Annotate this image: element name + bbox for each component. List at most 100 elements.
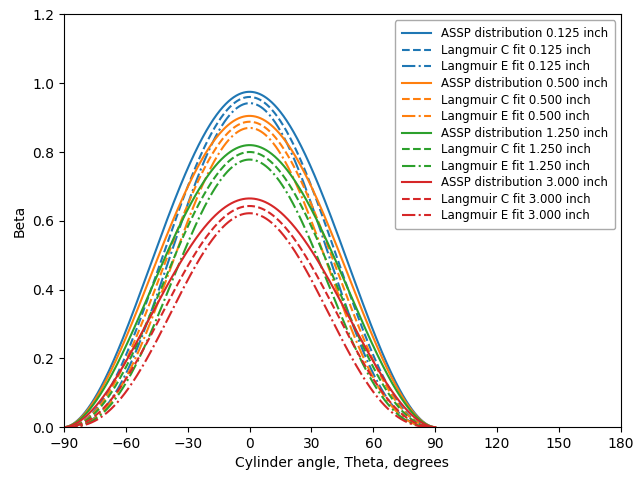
ASSP distribution 0.125 inch [246, 89, 253, 95]
ASSP distribution 1.250 inch [353, 306, 360, 312]
ASSP distribution 0.500 inch [431, 424, 439, 430]
Langmuir E fit 0.500 inch [231, 131, 239, 137]
Langmuir C fit 1.250 inch [241, 150, 248, 156]
Langmuir C fit 0.125 inch [246, 94, 253, 100]
ASSP distribution 0.500 inch [241, 114, 248, 120]
Langmuir E fit 0.125 inch [353, 332, 360, 337]
Line: ASSP distribution 3.000 inch: ASSP distribution 3.000 inch [64, 198, 435, 427]
Langmuir C fit 0.125 inch [231, 100, 239, 106]
Langmuir C fit 3.000 inch [431, 424, 439, 430]
Langmuir E fit 1.250 inch [431, 424, 439, 430]
Langmuir C fit 0.125 inch [60, 424, 68, 430]
Langmuir C fit 0.500 inch [420, 423, 428, 429]
ASSP distribution 1.250 inch [431, 424, 439, 430]
Langmuir C fit 1.250 inch [420, 423, 428, 429]
ASSP distribution 0.125 inch [231, 94, 239, 99]
Langmuir E fit 0.500 inch [246, 125, 253, 131]
Langmuir E fit 0.125 inch [246, 100, 253, 106]
Line: Langmuir E fit 3.000 inch: Langmuir E fit 3.000 inch [64, 213, 435, 427]
ASSP distribution 3.000 inch [231, 199, 239, 204]
Langmuir C fit 1.250 inch [353, 329, 360, 335]
ASSP distribution 0.125 inch [420, 420, 428, 426]
ASSP distribution 0.125 inch [241, 89, 248, 95]
Langmuir E fit 3.000 inch [231, 215, 239, 220]
Langmuir E fit 1.250 inch [246, 156, 253, 162]
ASSP distribution 1.250 inch [79, 414, 87, 420]
Langmuir C fit 3.000 inch [241, 204, 248, 209]
Langmuir C fit 3.000 inch [246, 203, 253, 209]
ASSP distribution 1.250 inch [241, 143, 248, 148]
Langmuir E fit 0.125 inch [231, 107, 239, 113]
Langmuir E fit 1.250 inch [353, 348, 360, 353]
ASSP distribution 0.125 inch [353, 283, 360, 289]
Langmuir E fit 3.000 inch [420, 424, 428, 430]
Langmuir E fit 0.125 inch [60, 424, 68, 430]
ASSP distribution 3.000 inch [353, 328, 360, 334]
Langmuir C fit 0.500 inch [60, 424, 68, 430]
Langmuir E fit 0.125 inch [420, 424, 428, 430]
Langmuir C fit 0.500 inch [353, 318, 360, 324]
Langmuir E fit 3.000 inch [353, 363, 360, 369]
Langmuir E fit 0.500 inch [353, 339, 360, 345]
ASSP distribution 0.500 inch [231, 118, 239, 123]
Langmuir E fit 1.250 inch [420, 424, 428, 430]
ASSP distribution 3.000 inch [79, 416, 87, 421]
Langmuir C fit 1.250 inch [431, 424, 439, 430]
ASSP distribution 0.500 inch [420, 420, 428, 426]
Langmuir C fit 3.000 inch [353, 348, 360, 353]
Langmuir E fit 0.500 inch [241, 126, 248, 132]
Legend: ASSP distribution 0.125 inch, Langmuir C fit 0.125 inch, Langmuir E fit 0.125 in: ASSP distribution 0.125 inch, Langmuir C… [395, 20, 615, 229]
Langmuir C fit 0.125 inch [431, 424, 439, 430]
Y-axis label: Beta: Beta [13, 204, 27, 237]
ASSP distribution 3.000 inch [420, 421, 428, 427]
Langmuir E fit 1.250 inch [241, 157, 248, 163]
ASSP distribution 0.125 inch [431, 424, 439, 430]
Line: Langmuir C fit 1.250 inch: Langmuir C fit 1.250 inch [64, 152, 435, 427]
Line: ASSP distribution 0.125 inch: ASSP distribution 0.125 inch [64, 92, 435, 427]
Langmuir C fit 0.125 inch [420, 422, 428, 428]
ASSP distribution 3.000 inch [246, 195, 253, 201]
Langmuir C fit 1.250 inch [79, 420, 87, 425]
Langmuir E fit 3.000 inch [241, 211, 248, 216]
Langmuir E fit 3.000 inch [431, 424, 439, 430]
Langmuir E fit 0.500 inch [420, 424, 428, 430]
Langmuir C fit 1.250 inch [231, 154, 239, 160]
Langmuir E fit 3.000 inch [246, 210, 253, 216]
Langmuir E fit 1.250 inch [420, 424, 428, 430]
Langmuir E fit 3.000 inch [420, 424, 428, 430]
Langmuir C fit 0.500 inch [241, 120, 248, 125]
Langmuir C fit 0.500 inch [231, 124, 239, 130]
Langmuir C fit 0.500 inch [79, 419, 87, 425]
Langmuir C fit 0.500 inch [420, 423, 428, 429]
Langmuir E fit 3.000 inch [60, 424, 68, 430]
Langmuir C fit 3.000 inch [231, 207, 239, 213]
Langmuir E fit 0.500 inch [420, 424, 428, 430]
Line: Langmuir C fit 0.125 inch: Langmuir C fit 0.125 inch [64, 97, 435, 427]
X-axis label: Cylinder angle, Theta, degrees: Cylinder angle, Theta, degrees [236, 456, 449, 470]
Langmuir E fit 0.125 inch [79, 421, 87, 427]
ASSP distribution 0.500 inch [420, 420, 428, 426]
ASSP distribution 0.500 inch [353, 293, 360, 299]
ASSP distribution 0.125 inch [60, 424, 68, 430]
Langmuir E fit 0.125 inch [431, 424, 439, 430]
ASSP distribution 1.250 inch [60, 424, 68, 430]
Langmuir E fit 0.500 inch [79, 422, 87, 428]
Langmuir C fit 0.125 inch [241, 95, 248, 100]
ASSP distribution 3.000 inch [60, 424, 68, 430]
ASSP distribution 1.250 inch [246, 142, 253, 148]
Line: Langmuir C fit 0.500 inch: Langmuir C fit 0.500 inch [64, 122, 435, 427]
Langmuir C fit 3.000 inch [420, 423, 428, 429]
Langmuir C fit 1.250 inch [246, 149, 253, 155]
ASSP distribution 3.000 inch [241, 196, 248, 202]
Langmuir C fit 1.250 inch [60, 424, 68, 430]
Langmuir C fit 0.125 inch [353, 310, 360, 315]
Langmuir E fit 0.125 inch [420, 424, 428, 430]
Langmuir C fit 0.500 inch [431, 424, 439, 430]
Langmuir C fit 1.250 inch [420, 423, 428, 429]
Langmuir C fit 0.125 inch [420, 423, 428, 429]
ASSP distribution 0.500 inch [60, 424, 68, 430]
ASSP distribution 1.250 inch [231, 146, 239, 152]
Langmuir E fit 0.500 inch [431, 424, 439, 430]
Langmuir E fit 1.250 inch [231, 162, 239, 168]
ASSP distribution 0.125 inch [79, 412, 87, 418]
